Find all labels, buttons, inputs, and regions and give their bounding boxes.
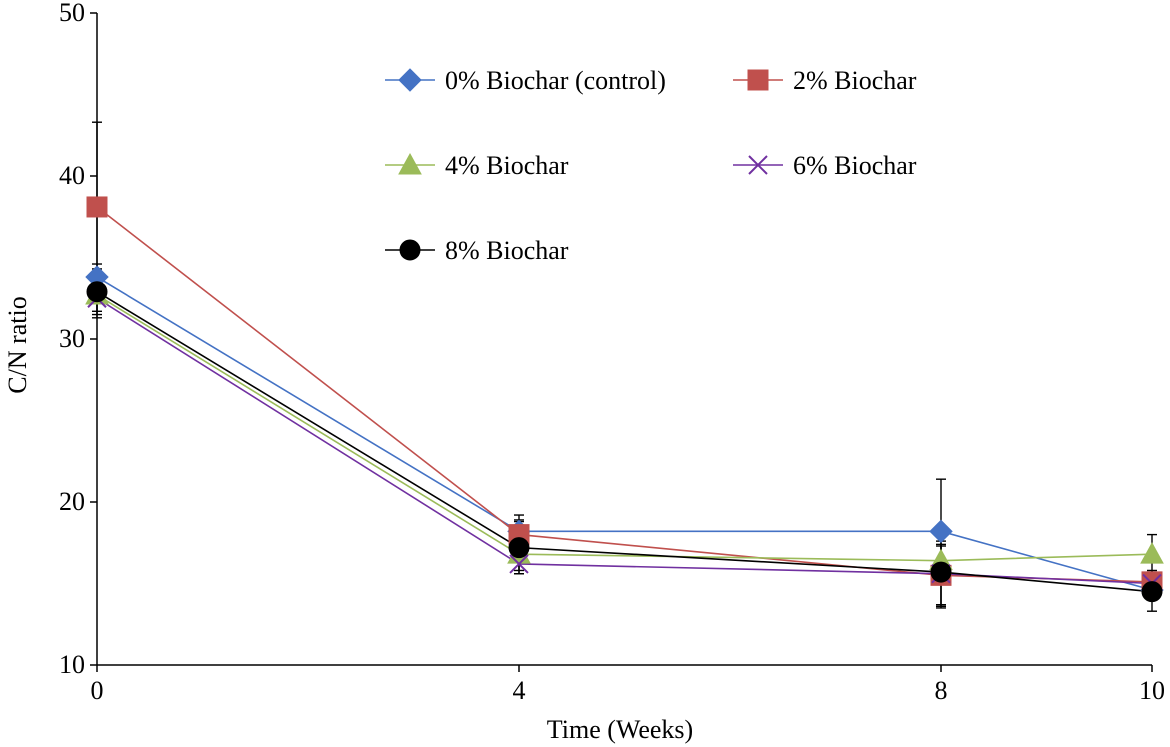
data-point-series-1 [86, 196, 108, 218]
series-line-0 [96, 276, 1153, 591]
legend-label: 6% Biochar [793, 151, 917, 180]
x-tick-label: 10 [1139, 676, 1165, 705]
data-point-series-3 [509, 554, 529, 574]
y-tick-label: 40 [59, 161, 85, 190]
data-point-series-4 [508, 537, 530, 559]
legend-marker [398, 68, 422, 92]
data-point-series-4 [1141, 581, 1163, 603]
data-point-series-2 [1140, 542, 1164, 564]
legend-marker [748, 155, 768, 175]
x-tick-label: 8 [935, 676, 948, 705]
data-point-series-0 [929, 519, 953, 544]
x-axis-title: Time (Weeks) [547, 715, 693, 744]
y-axis-title: C/N ratio [3, 296, 32, 394]
y-tick-label: 50 [59, 0, 85, 27]
legend-label: 4% Biochar [445, 151, 569, 180]
legend-marker [399, 239, 421, 261]
y-tick-label: 20 [59, 487, 85, 516]
x-tick-label: 0 [91, 676, 104, 705]
x-tick-label: 4 [513, 676, 526, 705]
legend-label: 8% Biochar [445, 236, 569, 265]
legend-label: 0% Biochar (control) [445, 66, 666, 95]
y-tick-label: 10 [59, 650, 85, 679]
series-line-1 [96, 206, 1153, 583]
data-point-series-4 [930, 561, 952, 583]
legend-marker [398, 152, 422, 175]
legend-marker [747, 69, 769, 91]
series-line-2 [96, 294, 1153, 562]
legend-label: 2% Biochar [793, 66, 917, 95]
series-line-3 [96, 297, 1153, 585]
series-line-4 [96, 291, 1153, 593]
y-tick-label: 30 [59, 324, 85, 353]
data-point-series-4 [86, 281, 108, 303]
